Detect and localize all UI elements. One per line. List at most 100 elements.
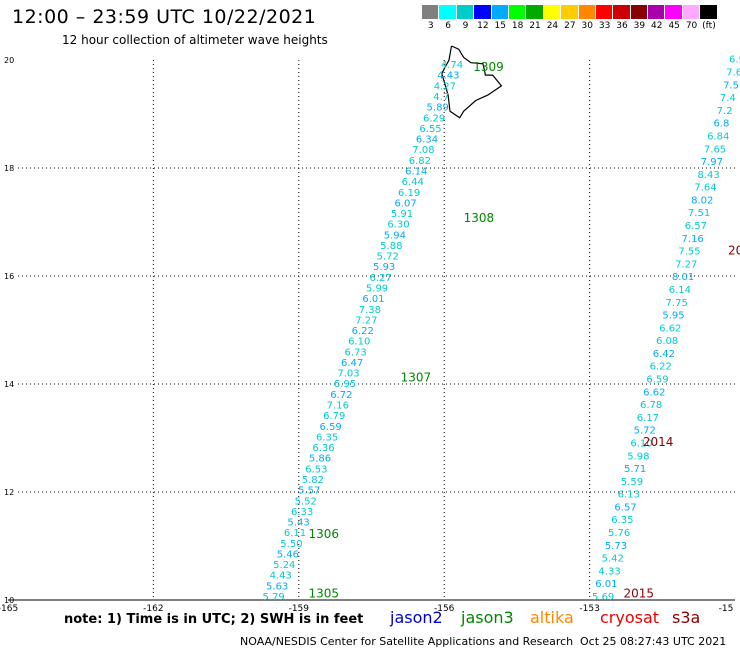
swh-value: 6.72 [330, 390, 352, 401]
legend-swatch [526, 5, 544, 19]
pass-label: 1307 [401, 370, 432, 384]
swh-value: 6.11 [284, 528, 306, 539]
swh-value: 6.14 [405, 166, 427, 177]
swh-value: 5.76 [608, 528, 630, 539]
swh-value: 5.43 [287, 518, 309, 529]
footer-note: note: 1) Time is in UTC; 2) SWH is in fe… [64, 612, 364, 627]
swh-value: 5.79 [262, 592, 284, 603]
legend-label: 3 [427, 21, 434, 31]
swh-value: 5.99 [366, 283, 388, 294]
swh-value: 4.33 [598, 566, 620, 577]
pass-label: 1308 [464, 211, 495, 225]
swh-value: 6.13 [618, 490, 640, 501]
legend-swatch [700, 5, 718, 19]
pass-labels: 1309 1308 1307 1306 1305 2014 2015 20 [308, 60, 740, 600]
swh-value: 5.98 [627, 451, 649, 462]
swh-value: 7.27 [355, 315, 377, 326]
pass-label: 1305 [308, 586, 339, 600]
legend-swatch [665, 5, 683, 19]
legend-swatch [439, 5, 457, 19]
legend-label: 70 [685, 21, 698, 31]
swh-value: 6.73 [345, 347, 367, 358]
swh-value: 7.64 [694, 183, 716, 194]
credit-text: NOAA/NESDIS Center for Satellite Applica… [240, 635, 574, 648]
island-outline [441, 45, 503, 119]
swh-value: 6.14 [669, 285, 691, 296]
swh-value: 6.57 [614, 502, 636, 513]
swh-value: 6.9 [729, 55, 740, 66]
x-tick-label: -156 [434, 604, 455, 614]
legend-label: 30 [581, 21, 593, 31]
swh-value: 5.69 [592, 592, 614, 603]
mission-jason2: jason2 [390, 608, 443, 627]
x-tick-label: -165 [0, 604, 18, 614]
swh-value: 6.27 [369, 273, 391, 284]
legend-label: 9 [462, 21, 469, 31]
pass-label: 1309 [473, 60, 504, 74]
swh-value: 7.6 [726, 67, 740, 78]
swh-value: 6.07 [394, 198, 416, 209]
pass-label: 1306 [308, 527, 339, 541]
pass-label: 20 [728, 243, 740, 257]
swh-value: 6.34 [416, 135, 438, 146]
legend-label: 18 [511, 21, 524, 31]
y-tick-label: 12 [4, 488, 14, 497]
swh-value: 6.79 [323, 411, 345, 422]
swh-value: 7.2 [717, 106, 733, 117]
legend-label: 42 [651, 21, 663, 31]
swh-value: 6.01 [595, 579, 617, 590]
legend-swatch [422, 5, 440, 19]
swh-value: 6.47 [341, 358, 363, 369]
mission-s3a: s3a [672, 608, 701, 627]
y-tick-label: 16 [4, 272, 14, 281]
swh-value: 7.08 [412, 145, 434, 156]
swh-value: 6.08 [656, 336, 678, 347]
swh-value: 6.57 [685, 221, 707, 232]
swh-value: 7.38 [359, 305, 381, 316]
legend-swatches [422, 5, 718, 19]
legend-swatch [474, 5, 492, 19]
y-tick-label: 18 [4, 164, 14, 173]
swh-value: 7.5 [723, 80, 739, 91]
legend-swatch [561, 5, 579, 19]
swh-value: 6.35 [316, 432, 338, 443]
legend-label: 33 [598, 21, 611, 31]
legend-swatch [456, 5, 475, 19]
swh-value: 7.27 [675, 259, 697, 270]
legend-swatch [613, 5, 631, 19]
swh-value: 6.35 [611, 515, 633, 526]
swh-value: 6.22 [352, 326, 374, 337]
swh-value: 5.95 [662, 311, 684, 322]
swh-value: 6.10 [630, 438, 652, 449]
swh-value: 6.17 [637, 413, 659, 424]
swh-value: 5.89 [427, 103, 449, 114]
swh-value: 5.91 [391, 209, 413, 220]
swh-value: 7.65 [704, 144, 726, 155]
legend-swatch [543, 5, 562, 19]
swh-value: 5.73 [605, 541, 627, 552]
swh-value: 6.01 [362, 294, 384, 305]
legend-label: 15 [494, 21, 506, 31]
x-tick-label: -153 [579, 604, 599, 614]
swh-value: 5.50 [280, 539, 302, 550]
pass-label: 2015 [624, 586, 655, 600]
legend-label: 24 [546, 21, 559, 31]
x-tick-label: -162 [143, 604, 163, 614]
swh-value: 7.97 [701, 157, 723, 168]
swh-value: 6.59 [646, 375, 668, 386]
swh-value: 8.01 [672, 272, 694, 283]
mission-cryosat: cryosat [600, 608, 660, 627]
swh-value: 7.75 [666, 298, 688, 309]
swh-value: 6.29 [423, 113, 445, 124]
swh-value: 7.4 [720, 93, 736, 104]
swh-value: 7.03 [337, 369, 359, 380]
swh-value: 6.19 [398, 188, 420, 199]
x-tick-label: -159 [289, 604, 310, 614]
swh-value: 6.95 [334, 379, 356, 390]
legend-swatch [491, 5, 509, 19]
swh-value: 6.59 [320, 422, 342, 433]
legend-label: 6 [445, 21, 451, 31]
swh-value: 5.88 [380, 241, 402, 252]
swh-value: 5.86 [309, 454, 331, 465]
